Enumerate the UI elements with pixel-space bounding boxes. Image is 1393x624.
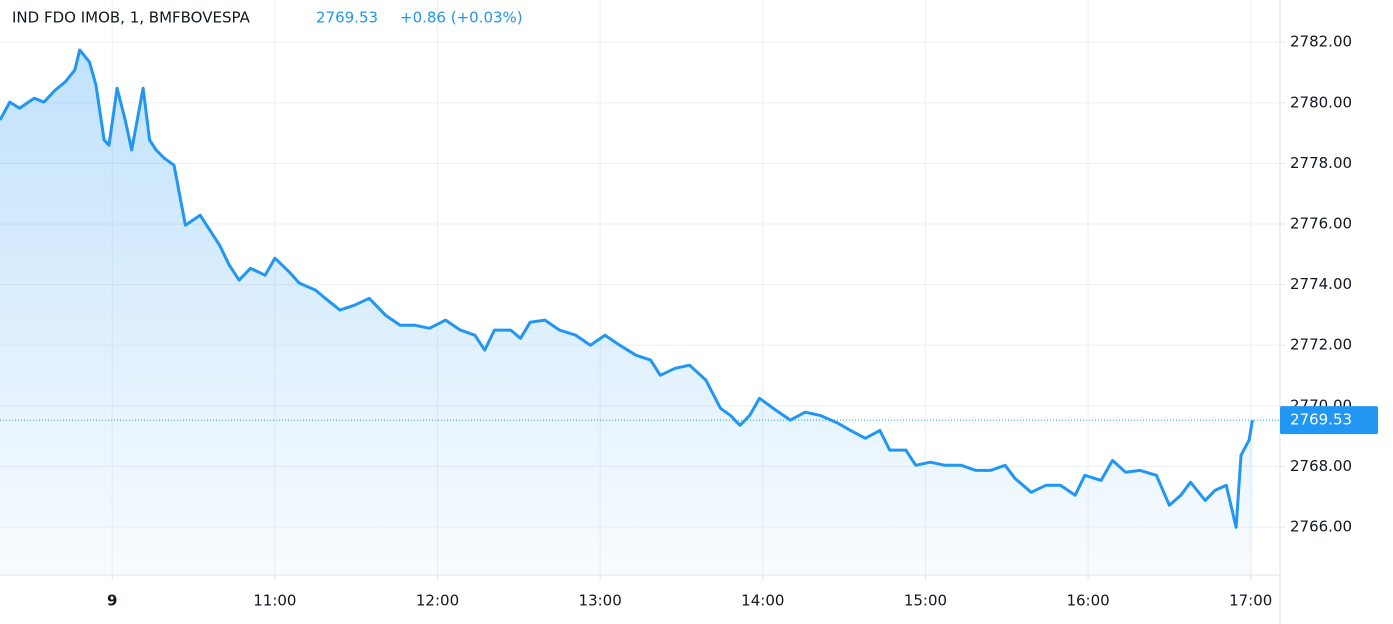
- x-tick-label: 17:00: [1229, 592, 1272, 610]
- x-tick-label: 9: [107, 592, 117, 610]
- title-price: 2769.53: [316, 9, 378, 27]
- x-tick-label: 12:00: [416, 592, 459, 610]
- x-tick-label: 14:00: [741, 592, 784, 610]
- y-tick-label: 2768.00: [1290, 457, 1352, 475]
- y-tick-label: 2778.00: [1290, 154, 1352, 172]
- y-tick-label: 2776.00: [1290, 214, 1352, 232]
- y-tick-label: 2766.00: [1290, 518, 1352, 536]
- x-tick-label: 15:00: [904, 592, 947, 610]
- chart-title: IND FDO IMOB, 1, BMFBOVESPA: [12, 9, 251, 27]
- y-tick-label: 2780.00: [1290, 93, 1352, 111]
- price-line: [0, 48, 1254, 529]
- labels: 2766.002768.002770.002772.002774.002776.…: [107, 33, 1378, 610]
- y-tick-label: 2772.00: [1290, 336, 1352, 354]
- last-price-label: 2769.53: [1290, 411, 1352, 429]
- last-price-box: [1280, 406, 1378, 435]
- x-tick-label: 16:00: [1066, 592, 1109, 610]
- area: [0, 50, 1253, 575]
- plot: [0, 48, 1280, 575]
- y-tick-label: 2782.00: [1290, 33, 1352, 51]
- x-tick-label: 11:00: [253, 592, 296, 610]
- title-change: +0.86 (+0.03%): [400, 9, 523, 27]
- y-tick-label: 2774.00: [1290, 275, 1352, 293]
- x-tick-label: 13:00: [579, 592, 622, 610]
